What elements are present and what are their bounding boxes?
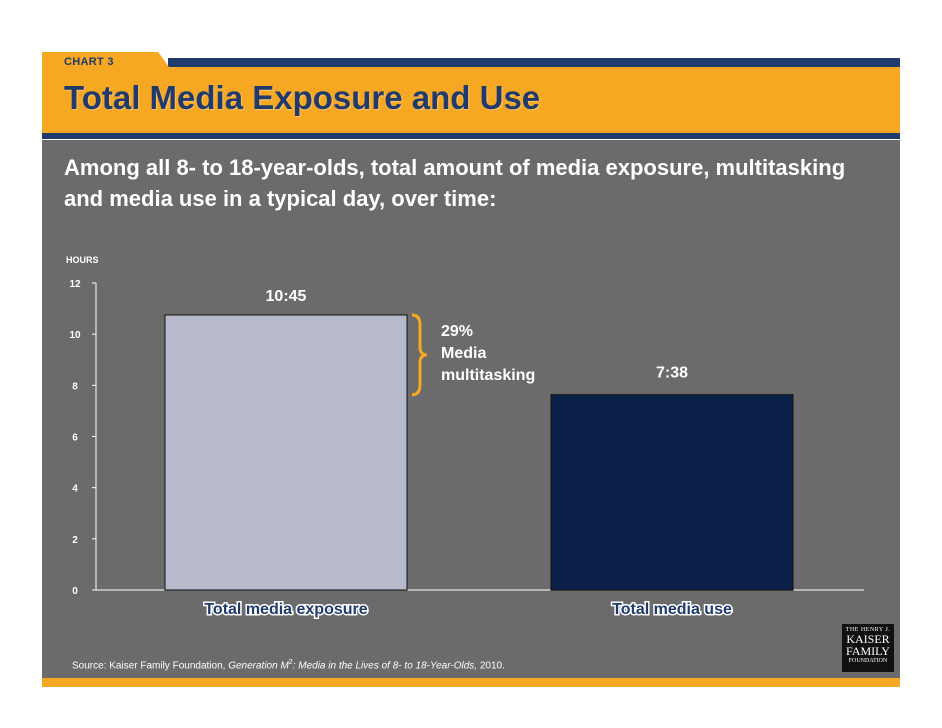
header-top-line — [168, 58, 900, 67]
source-superscript: 2 — [288, 659, 293, 666]
source-title-rest: : Media in the Lives of 8- to 18-Year-Ol… — [292, 660, 478, 672]
curly-brace — [411, 313, 428, 397]
bar — [164, 314, 408, 591]
category-label: Total media exposure — [204, 601, 367, 618]
slide: CHART 3 Total Media Exposure and Use Amo… — [42, 48, 900, 688]
bar-chart: HOURS 0 2 4 6 8 10 12 10:45 Total media exposur… — [66, 255, 864, 620]
y-tick-label: 12 — [69, 279, 81, 290]
logo-line3: FAMILY — [846, 644, 890, 658]
bar-value-label: 7:38 — [656, 365, 688, 382]
source-note: Source: Kaiser Family Foundation, Genera… — [72, 659, 505, 671]
kaiser-logo: THE HENRY J. KAISER FAMILY FOUNDATION — [842, 624, 894, 672]
logo-line2: KAISER — [846, 632, 890, 646]
footer-strip — [42, 678, 900, 687]
annotation-text-line: multitasking — [441, 367, 535, 384]
y-tick-label: 2 — [72, 535, 78, 546]
bar-value-label: 10:45 — [266, 288, 307, 305]
header-band — [42, 67, 900, 133]
logo-line1: THE HENRY J. — [845, 627, 891, 633]
annotation-text-line: 29% — [441, 323, 473, 340]
y-tick-label: 10 — [69, 330, 81, 341]
source-suffix: 2010. — [477, 660, 505, 672]
header-bottom-line — [42, 133, 900, 139]
y-axis-unit-label: HOURS — [66, 255, 99, 265]
y-tick-label: 6 — [72, 433, 78, 444]
source-title: Generation M — [228, 660, 289, 672]
bar — [550, 394, 794, 591]
chart-number-tab — [42, 52, 174, 74]
y-tick-label: 4 — [72, 484, 78, 495]
category-label: Total media use — [612, 601, 732, 618]
logo-line4: FOUNDATION — [848, 658, 888, 664]
y-tick-label: 0 — [72, 586, 78, 597]
chart-number: CHART 3 — [64, 56, 114, 68]
y-tick-label: 8 — [72, 381, 78, 392]
multitasking-annotation: 29% Media multitasking — [411, 313, 535, 397]
source-prefix: Source: Kaiser Family Foundation, — [72, 660, 229, 672]
bars: 10:45 Total media exposure 7:38 Total media… — [164, 288, 794, 620]
annotation-text-line: Media — [441, 345, 486, 362]
chart-subtitle: Among all 8- to 18-year-olds, total amou… — [64, 155, 846, 211]
page-title: Total Media Exposure and Use — [64, 79, 541, 116]
